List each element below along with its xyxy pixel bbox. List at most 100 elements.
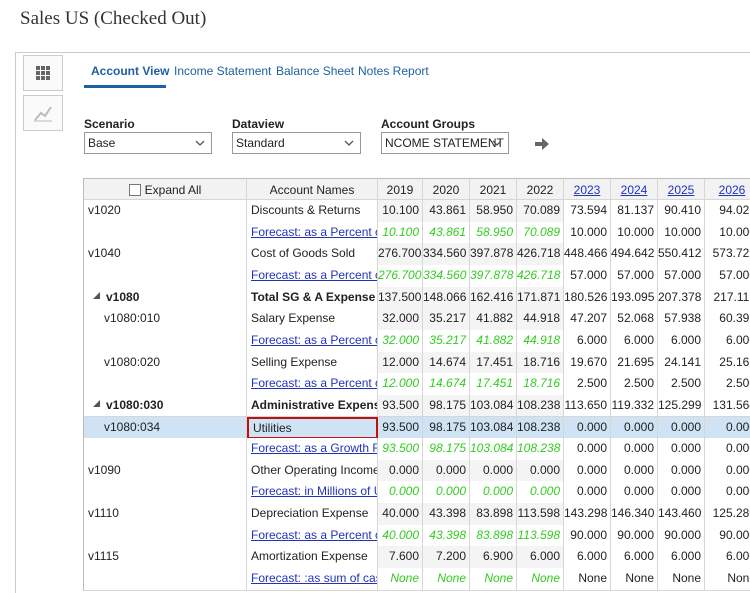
value-cell[interactable]: 0.000 bbox=[611, 481, 658, 505]
value-cell[interactable]: 0.000 bbox=[470, 481, 517, 505]
value-cell[interactable]: 43.398 bbox=[423, 524, 470, 548]
value-cell[interactable]: 125.299 bbox=[658, 394, 705, 418]
account-name[interactable]: Forecast: as a Percent of S bbox=[247, 373, 378, 396]
value-cell[interactable]: 6.000 bbox=[564, 546, 611, 570]
value-cell[interactable]: 17.451 bbox=[470, 373, 517, 396]
value-cell[interactable]: None bbox=[564, 568, 611, 591]
value-cell[interactable]: 0.000 bbox=[470, 459, 517, 483]
value-cell[interactable]: 6.900 bbox=[470, 546, 517, 570]
value-cell[interactable]: 6.000 bbox=[611, 546, 658, 570]
grid-view-button[interactable] bbox=[23, 55, 63, 91]
value-cell[interactable]: 57.938 bbox=[658, 308, 705, 331]
value-cell[interactable]: 180.526 bbox=[564, 286, 611, 310]
value-cell[interactable]: 93.500 bbox=[378, 394, 423, 418]
checkbox[interactable] bbox=[128, 184, 141, 196]
value-cell[interactable]: 6.000 bbox=[658, 329, 705, 353]
value-cell[interactable]: 81.137 bbox=[611, 200, 658, 223]
value-cell[interactable]: 2.500 bbox=[564, 373, 611, 396]
value-cell[interactable]: 103.084 bbox=[470, 438, 517, 461]
value-cell[interactable]: 2.500 bbox=[705, 373, 750, 396]
value-cell[interactable]: 47.207 bbox=[564, 308, 611, 331]
value-cell[interactable]: 0.000 bbox=[517, 459, 564, 483]
value-cell[interactable]: 0.000 bbox=[378, 459, 423, 483]
value-cell[interactable]: 12.000 bbox=[378, 351, 423, 375]
dropdown[interactable]: Base bbox=[84, 132, 212, 154]
value-cell[interactable]: 58.950 bbox=[470, 221, 517, 245]
value-cell[interactable]: None bbox=[658, 568, 705, 591]
value-cell[interactable]: 32.000 bbox=[378, 329, 423, 353]
value-cell[interactable]: 6.000 bbox=[517, 546, 564, 570]
collapse-toggle[interactable] bbox=[92, 399, 106, 409]
value-cell[interactable]: 494.642 bbox=[611, 243, 658, 266]
value-cell[interactable]: 70.089 bbox=[517, 200, 564, 223]
value-cell[interactable]: 143.460 bbox=[658, 503, 705, 526]
value-cell[interactable]: 57.000 bbox=[705, 264, 750, 288]
collapse-toggle[interactable] bbox=[92, 291, 106, 301]
column-header[interactable]: 2025 bbox=[658, 178, 705, 200]
value-cell[interactable]: 14.674 bbox=[423, 373, 470, 396]
value-cell[interactable]: None bbox=[378, 568, 423, 591]
value-cell[interactable]: 98.175 bbox=[423, 416, 470, 440]
value-cell[interactable]: 573.721 bbox=[705, 243, 750, 266]
value-cell[interactable]: 73.594 bbox=[564, 200, 611, 223]
value-cell[interactable]: 32.000 bbox=[378, 308, 423, 331]
account-name[interactable]: Forecast: as a Percent of S bbox=[247, 264, 378, 288]
value-cell[interactable]: 83.898 bbox=[470, 503, 517, 526]
value-cell[interactable]: 113.598 bbox=[517, 503, 564, 526]
value-cell[interactable]: 119.332 bbox=[611, 394, 658, 418]
account-name[interactable]: Forecast: as a Growth Rate bbox=[247, 438, 378, 461]
account-name-input[interactable]: Utilities bbox=[247, 416, 378, 440]
value-cell[interactable]: None bbox=[611, 568, 658, 591]
value-cell[interactable]: 90.000 bbox=[564, 524, 611, 548]
value-cell[interactable]: 0.000 bbox=[705, 438, 750, 461]
value-cell[interactable]: 113.650 bbox=[564, 394, 611, 418]
tab[interactable]: Account View bbox=[91, 64, 170, 78]
value-cell[interactable]: 0.000 bbox=[423, 459, 470, 483]
column-header[interactable]: 2024 bbox=[611, 178, 658, 200]
value-cell[interactable]: 0.000 bbox=[378, 481, 423, 505]
value-cell[interactable]: 21.695 bbox=[611, 351, 658, 375]
value-cell[interactable]: 10.000 bbox=[658, 221, 705, 245]
value-cell[interactable]: 40.000 bbox=[378, 503, 423, 526]
value-cell[interactable]: 426.718 bbox=[517, 264, 564, 288]
value-cell[interactable]: 334.560 bbox=[423, 264, 470, 288]
dropdown[interactable]: Standard bbox=[232, 132, 361, 154]
value-cell[interactable]: 0.000 bbox=[705, 416, 750, 440]
value-cell[interactable]: 90.000 bbox=[658, 524, 705, 548]
value-cell[interactable]: 94.026 bbox=[705, 200, 750, 223]
value-cell[interactable]: 10.000 bbox=[611, 221, 658, 245]
account-name[interactable]: Forecast: :as sum of cash bbox=[247, 568, 378, 591]
value-cell[interactable]: 44.918 bbox=[517, 308, 564, 331]
value-cell[interactable]: 0.000 bbox=[658, 481, 705, 505]
value-cell[interactable]: 14.674 bbox=[423, 351, 470, 375]
column-header[interactable]: 2026 bbox=[705, 178, 750, 200]
value-cell[interactable]: 217.119 bbox=[705, 286, 750, 310]
value-cell[interactable]: 43.861 bbox=[423, 200, 470, 223]
column-header[interactable]: 2023 bbox=[564, 178, 611, 200]
value-cell[interactable]: 0.000 bbox=[564, 459, 611, 483]
value-cell[interactable]: 7.200 bbox=[423, 546, 470, 570]
account-name[interactable]: Forecast: as a Percent of D bbox=[247, 524, 378, 548]
value-cell[interactable]: None bbox=[470, 568, 517, 591]
value-cell[interactable]: 0.000 bbox=[517, 481, 564, 505]
value-cell[interactable]: 148.066 bbox=[423, 286, 470, 310]
value-cell[interactable]: 113.598 bbox=[517, 524, 564, 548]
account-name[interactable]: Forecast: as a Percent of F bbox=[247, 221, 378, 245]
value-cell[interactable]: None bbox=[517, 568, 564, 591]
value-cell[interactable]: 207.378 bbox=[658, 286, 705, 310]
value-cell[interactable]: 397.878 bbox=[470, 243, 517, 266]
tab[interactable]: Balance Sheet bbox=[276, 64, 355, 78]
value-cell[interactable]: 18.716 bbox=[517, 373, 564, 396]
value-cell[interactable]: 137.500 bbox=[378, 286, 423, 310]
value-cell[interactable]: 550.412 bbox=[658, 243, 705, 266]
column-header[interactable]: Expand All bbox=[83, 178, 247, 200]
value-cell[interactable]: 43.861 bbox=[423, 221, 470, 245]
value-cell[interactable]: 6.000 bbox=[611, 329, 658, 353]
value-cell[interactable]: 90.000 bbox=[705, 524, 750, 548]
value-cell[interactable]: 25.163 bbox=[705, 351, 750, 375]
value-cell[interactable]: 276.700 bbox=[378, 264, 423, 288]
value-cell[interactable]: 18.716 bbox=[517, 351, 564, 375]
value-cell[interactable]: 276.700 bbox=[378, 243, 423, 266]
value-cell[interactable]: 426.718 bbox=[517, 243, 564, 266]
value-cell[interactable]: 0.000 bbox=[564, 438, 611, 461]
